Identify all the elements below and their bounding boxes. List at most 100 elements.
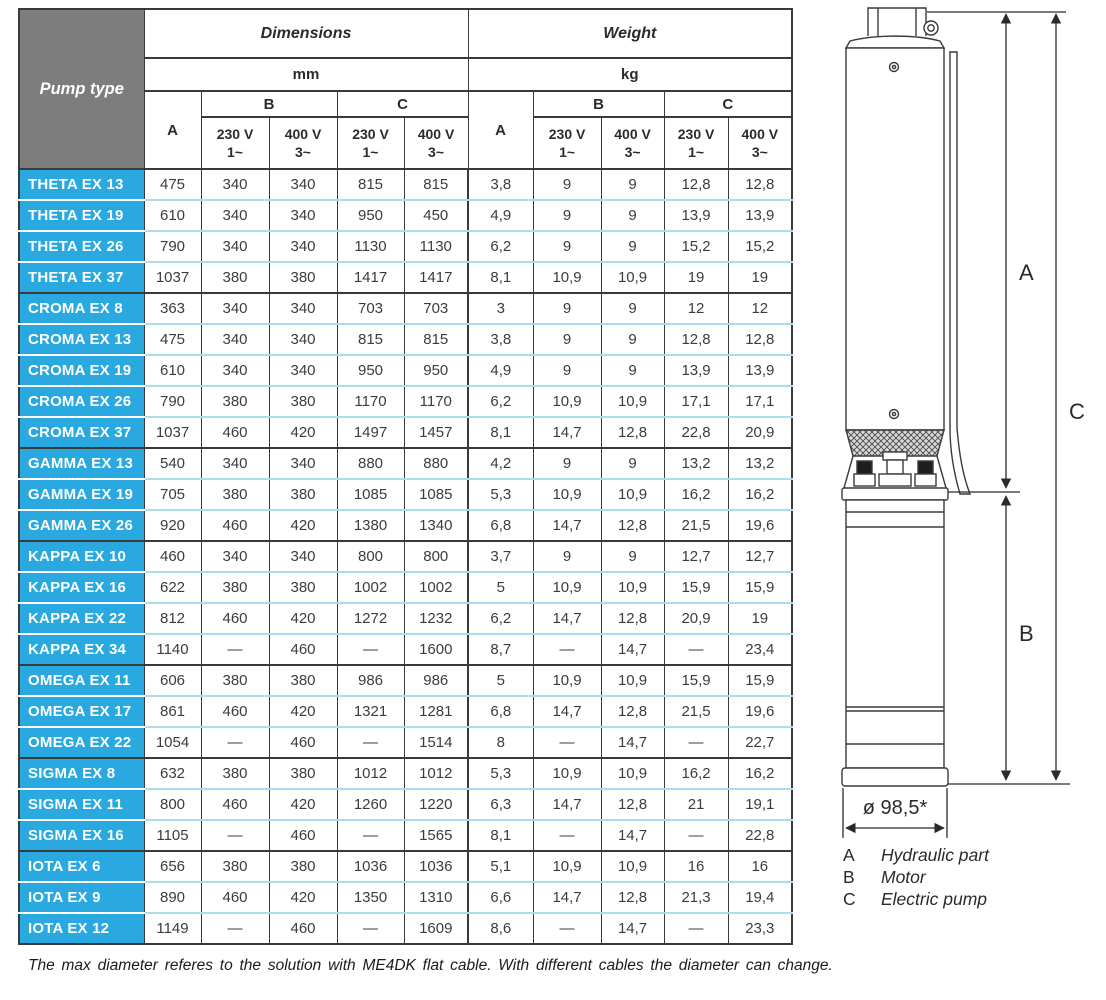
pump-type-cell: KAPPA EX 10 bbox=[19, 540, 145, 573]
value-cell: 12 bbox=[663, 292, 729, 325]
value-cell: 380 bbox=[200, 478, 270, 511]
value-cell: 20,9 bbox=[663, 602, 729, 635]
value-cell: 12,8 bbox=[600, 695, 665, 728]
table-row: CROMA EX 19 610 340 340 950 950 4,9 9 9 13,9 13,9 bbox=[19, 354, 793, 387]
value-cell: 10,9 bbox=[532, 478, 602, 511]
value-cell: 890 bbox=[143, 881, 202, 914]
value-cell: 4,9 bbox=[467, 199, 534, 232]
value-cell: 12,8 bbox=[663, 168, 729, 201]
value-cell: 10,9 bbox=[532, 664, 602, 697]
voltage-line: 400 V bbox=[614, 125, 651, 142]
value-cell: 1310 bbox=[403, 881, 469, 914]
value-cell: 1260 bbox=[336, 788, 405, 821]
value-cell: — bbox=[532, 726, 602, 759]
value-cell: 14,7 bbox=[600, 912, 665, 945]
legend-item-a: A Hydraulic part bbox=[843, 845, 989, 867]
value-cell: — bbox=[336, 633, 405, 666]
pump-type-cell: GAMMA EX 26 bbox=[19, 509, 145, 542]
value-cell: 460 bbox=[200, 695, 270, 728]
pump-type-cell: THETA EX 19 bbox=[19, 199, 145, 232]
table-row: SIGMA EX 11 800 460 420 1260 1220 6,3 14,7 12,8 2… bbox=[19, 788, 793, 821]
value-cell: 12,8 bbox=[663, 323, 729, 356]
pump-type-cell: IOTA EX 6 bbox=[19, 850, 145, 883]
value-cell: 920 bbox=[143, 509, 202, 542]
value-cell: 380 bbox=[200, 664, 270, 697]
pump-type-cell: THETA EX 13 bbox=[19, 168, 145, 201]
value-cell: 1600 bbox=[403, 633, 469, 666]
value-cell: 14,7 bbox=[532, 416, 602, 449]
value-cell: 800 bbox=[143, 788, 202, 821]
value-cell: 9 bbox=[532, 292, 602, 325]
pump-type-cell: OMEGA EX 11 bbox=[19, 664, 145, 697]
value-cell: 9 bbox=[532, 199, 602, 232]
value-cell: 460 bbox=[268, 633, 338, 666]
value-cell: 10,9 bbox=[600, 261, 665, 294]
value-cell: 380 bbox=[200, 850, 270, 883]
value-cell: 8,7 bbox=[467, 633, 534, 666]
value-cell: 13,9 bbox=[727, 199, 793, 232]
weight-b-230v-header: 230 V 1~ bbox=[532, 116, 602, 170]
pump-type-cell: CROMA EX 37 bbox=[19, 416, 145, 449]
value-cell: 1457 bbox=[403, 416, 469, 449]
phase-line: 3~ bbox=[624, 144, 641, 160]
value-cell: 380 bbox=[200, 757, 270, 790]
pump-type-cell: IOTA EX 12 bbox=[19, 912, 145, 945]
voltage-line: 230 V bbox=[677, 125, 715, 142]
table-row: CROMA EX 26 790 380 380 1170 1170 6,2 10,9 10,9 1… bbox=[19, 385, 793, 418]
pump-top-cap bbox=[844, 35, 946, 49]
screw-bottom bbox=[888, 408, 900, 420]
value-cell: 3,7 bbox=[467, 540, 534, 573]
voltage-line: 230 V bbox=[352, 125, 389, 142]
dim-label-a: A bbox=[1019, 260, 1034, 285]
value-cell: 420 bbox=[268, 695, 338, 728]
value-cell: 19,1 bbox=[727, 788, 793, 821]
value-cell: 8,1 bbox=[467, 416, 534, 449]
value-cell: 6,6 bbox=[467, 881, 534, 914]
dimensions-header: Dimensions bbox=[143, 8, 469, 59]
table-row: KAPPA EX 10 460 340 340 800 800 3,7 9 9 12,7 12,7 bbox=[19, 540, 793, 573]
bolt-left bbox=[856, 460, 873, 475]
value-cell: 800 bbox=[336, 540, 405, 573]
dim-c-400v-header: 400 V 3~ bbox=[403, 116, 469, 170]
value-cell: 380 bbox=[268, 664, 338, 697]
value-cell: 1565 bbox=[403, 819, 469, 852]
value-cell: 861 bbox=[143, 695, 202, 728]
value-cell: 460 bbox=[200, 881, 270, 914]
value-cell: 5,3 bbox=[467, 757, 534, 790]
table-row: KAPPA EX 22 812 460 420 1272 1232 6,2 14,7 12,8 2… bbox=[19, 602, 793, 635]
value-cell: 14,7 bbox=[532, 788, 602, 821]
value-cell: 460 bbox=[200, 788, 270, 821]
value-cell: — bbox=[532, 912, 602, 945]
value-cell: 5,1 bbox=[467, 850, 534, 883]
pump-type-cell: THETA EX 37 bbox=[19, 261, 145, 294]
value-cell: 1036 bbox=[336, 850, 405, 883]
pump-type-cell: CROMA EX 26 bbox=[19, 385, 145, 418]
legend-desc: Motor bbox=[881, 867, 926, 887]
pump-type-cell: CROMA EX 19 bbox=[19, 354, 145, 387]
dim-a-header: A bbox=[143, 90, 202, 170]
value-cell: 10,9 bbox=[600, 850, 665, 883]
value-cell: 380 bbox=[200, 261, 270, 294]
table-row: GAMMA EX 13 540 340 340 880 880 4,2 9 9 13,2 13,2 bbox=[19, 447, 793, 480]
value-cell: 14,7 bbox=[600, 633, 665, 666]
pump-type-cell: KAPPA EX 34 bbox=[19, 633, 145, 666]
voltage-line: 400 V bbox=[417, 125, 455, 142]
value-cell: 610 bbox=[143, 354, 202, 387]
value-cell: 14,7 bbox=[600, 726, 665, 759]
value-cell: 950 bbox=[336, 199, 405, 232]
weight-c-header: C bbox=[663, 90, 793, 118]
value-cell: 9 bbox=[600, 168, 665, 201]
value-cell: 12,8 bbox=[727, 168, 793, 201]
table-row: SIGMA EX 16 1105—460—1565 8,1—14,7—22,8 bbox=[19, 819, 793, 852]
phase-line: 1~ bbox=[227, 144, 243, 160]
value-cell: — bbox=[336, 912, 405, 945]
value-cell: 1232 bbox=[403, 602, 469, 635]
value-cell: 340 bbox=[268, 447, 338, 480]
value-cell: 14,7 bbox=[532, 881, 602, 914]
value-cell: 1609 bbox=[403, 912, 469, 945]
value-cell: 460 bbox=[143, 540, 202, 573]
pump-type-cell: SIGMA EX 16 bbox=[19, 819, 145, 852]
value-cell: 5 bbox=[467, 664, 534, 697]
value-cell: 1054 bbox=[143, 726, 202, 759]
pump-table-body: THETA EX 13 475 340 340 815 815 3,8 9 9 12,8 12,8 T… bbox=[19, 168, 793, 945]
